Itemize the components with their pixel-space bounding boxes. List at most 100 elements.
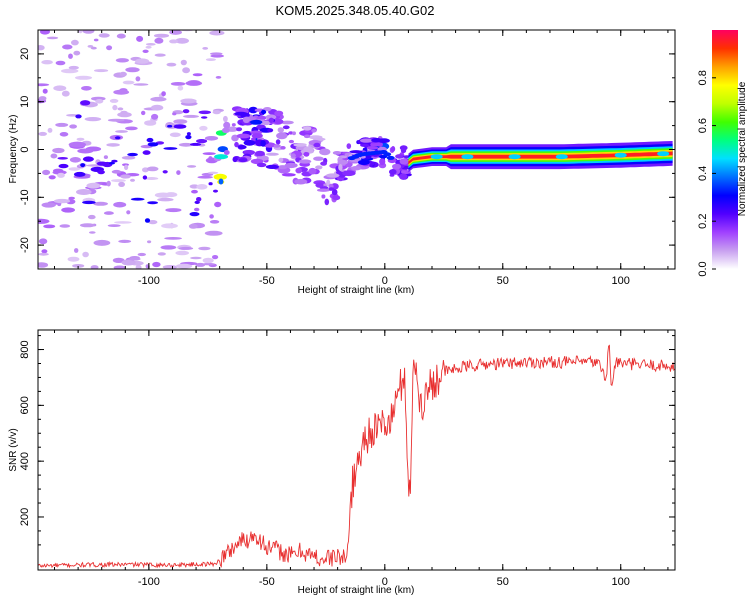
signal-blob [315, 182, 324, 188]
signal-blob [275, 139, 281, 145]
noise-speckle [150, 96, 167, 102]
noise-speckle [125, 126, 138, 131]
signal-blob [250, 158, 264, 165]
noise-speckle [208, 182, 213, 186]
signal-blob [311, 128, 317, 133]
noise-speckle [82, 156, 94, 162]
noise-speckle [88, 214, 96, 220]
signal-blob [383, 152, 392, 157]
signal-blob [313, 156, 324, 161]
noise-speckle [68, 65, 79, 70]
signal-blob [263, 107, 272, 112]
noise-speckle [177, 85, 184, 91]
signal-blob [282, 125, 290, 130]
noise-speckle [59, 224, 71, 228]
noise-speckle [194, 200, 200, 204]
signal-blob [303, 146, 314, 153]
noise-speckle [212, 110, 221, 115]
noise-speckle [189, 212, 200, 217]
noise-speckle [162, 265, 178, 269]
noise-speckle [196, 139, 208, 144]
noise-speckle [154, 53, 166, 57]
signal-blob [357, 159, 370, 165]
noise-speckle [41, 202, 56, 208]
noise-speckle [135, 76, 141, 82]
x-tick-label: 100 [612, 275, 630, 287]
signal-blob [303, 134, 311, 139]
signal-blob [223, 115, 228, 123]
noise-speckle [175, 263, 193, 269]
noise-speckle [93, 201, 108, 206]
colorbar-tick-label: 0.8 [697, 70, 709, 85]
colorbar-tick-label: 0.2 [697, 214, 709, 229]
signal-blob [254, 150, 265, 157]
noise-speckle [46, 36, 59, 40]
noise-speckle [128, 257, 141, 261]
noise-speckle [147, 142, 159, 147]
noise-speckle [180, 98, 197, 104]
noise-speckle [73, 50, 81, 56]
noise-speckle [135, 264, 142, 269]
noise-speckle [196, 184, 208, 190]
noise-speckle [71, 39, 79, 46]
signal-blob [234, 111, 248, 116]
noise-speckle [120, 174, 131, 179]
chart-title: KOM5.2025.348.05.40.G02 [275, 3, 434, 18]
noise-speckle [97, 170, 105, 175]
noise-speckle [215, 76, 222, 79]
y-tick-label: 600 [19, 396, 31, 414]
noise-speckle [106, 45, 113, 51]
band-hotspot [614, 152, 627, 158]
signal-blob [392, 163, 402, 170]
signal-blob [280, 146, 286, 150]
signal-blob [266, 144, 274, 148]
signal-blob [265, 164, 279, 169]
x-tick-label: -50 [259, 576, 275, 588]
x-tick-label: -50 [259, 275, 275, 287]
noise-speckle [68, 141, 87, 148]
noise-speckle [41, 249, 48, 254]
noise-speckle [202, 257, 214, 264]
noise-speckle [185, 135, 192, 140]
x-tick-label: 50 [497, 275, 509, 287]
colorbar-ticks: 0.0 0.2 0.4 0.6 0.8 [697, 70, 716, 277]
noise-speckle [76, 137, 85, 141]
noise-speckle [78, 30, 83, 34]
signal-blob [265, 114, 277, 120]
noise-speckle [185, 80, 203, 86]
signal-blob [332, 151, 342, 155]
signal-blob [277, 127, 284, 133]
noise-speckle [68, 167, 81, 171]
signal-blob [232, 156, 238, 163]
noise-speckle [151, 113, 159, 120]
noise-speckle [38, 218, 50, 224]
noise-speckle [53, 85, 67, 91]
signal-blob [238, 158, 248, 163]
noise-speckle [86, 182, 101, 189]
noise-speckle [103, 211, 114, 215]
noise-speckle [98, 33, 110, 38]
noise-speckle [47, 127, 53, 133]
noise-speckle [146, 166, 159, 172]
y-tick-label: 10 [19, 96, 31, 108]
signal-blob [236, 127, 243, 132]
signal-blob [290, 153, 296, 158]
noise-speckle [106, 180, 111, 187]
noise-speckle [135, 58, 150, 64]
signal-blob [223, 121, 231, 129]
band-hotspot [461, 154, 474, 160]
noise-speckle [60, 68, 79, 74]
noise-speckle [183, 114, 199, 118]
noise-speckle [152, 261, 161, 268]
noise-speckle [197, 175, 213, 179]
noise-speckle [175, 250, 189, 256]
noise-speckle [209, 220, 220, 224]
noise-speckle [82, 200, 96, 205]
noise-speckle [50, 153, 58, 159]
spectrogram-marks [38, 30, 673, 269]
noise-speckle [142, 175, 148, 180]
noise-speckle [150, 104, 164, 111]
signal-blob [284, 162, 298, 169]
